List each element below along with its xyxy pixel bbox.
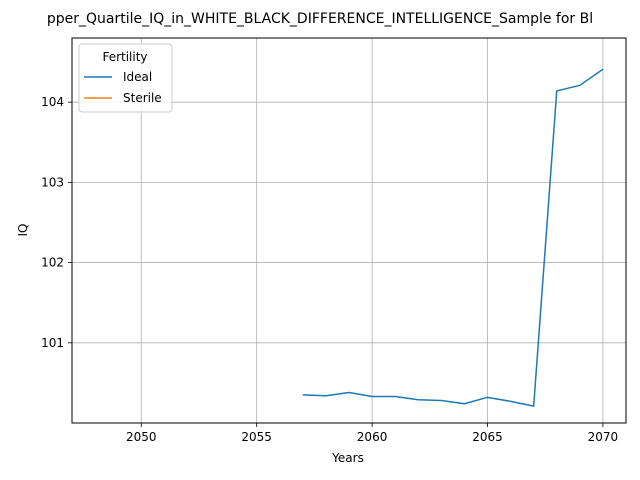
y-tick-label: 103 — [41, 175, 64, 189]
y-tick-label: 102 — [41, 256, 64, 270]
legend-label-ideal: Ideal — [123, 70, 152, 84]
y-axis-ticks: 101 102 103 104 — [41, 95, 72, 350]
x-tick-label: 2070 — [588, 430, 619, 444]
legend-label-sterile: Sterile — [123, 91, 162, 105]
x-tick-label: 2060 — [357, 430, 388, 444]
series-layer — [303, 69, 603, 406]
y-axis-label: IQ — [16, 224, 30, 237]
x-axis-label: Years — [331, 451, 364, 465]
x-axis-ticks: 2050 2055 2060 2065 2070 — [126, 423, 618, 444]
x-tick-label: 2055 — [241, 430, 272, 444]
legend-title: Fertility — [102, 50, 147, 64]
series-line-ideal — [303, 69, 603, 406]
x-tick-label: 2065 — [472, 430, 503, 444]
legend: Fertility Ideal Sterile — [79, 44, 172, 112]
y-tick-label: 101 — [41, 336, 64, 350]
chart-title: pper_Quartile_IQ_in_WHITE_BLACK_DIFFEREN… — [47, 11, 593, 27]
y-tick-label: 104 — [41, 95, 64, 109]
x-tick-label: 2050 — [126, 430, 157, 444]
